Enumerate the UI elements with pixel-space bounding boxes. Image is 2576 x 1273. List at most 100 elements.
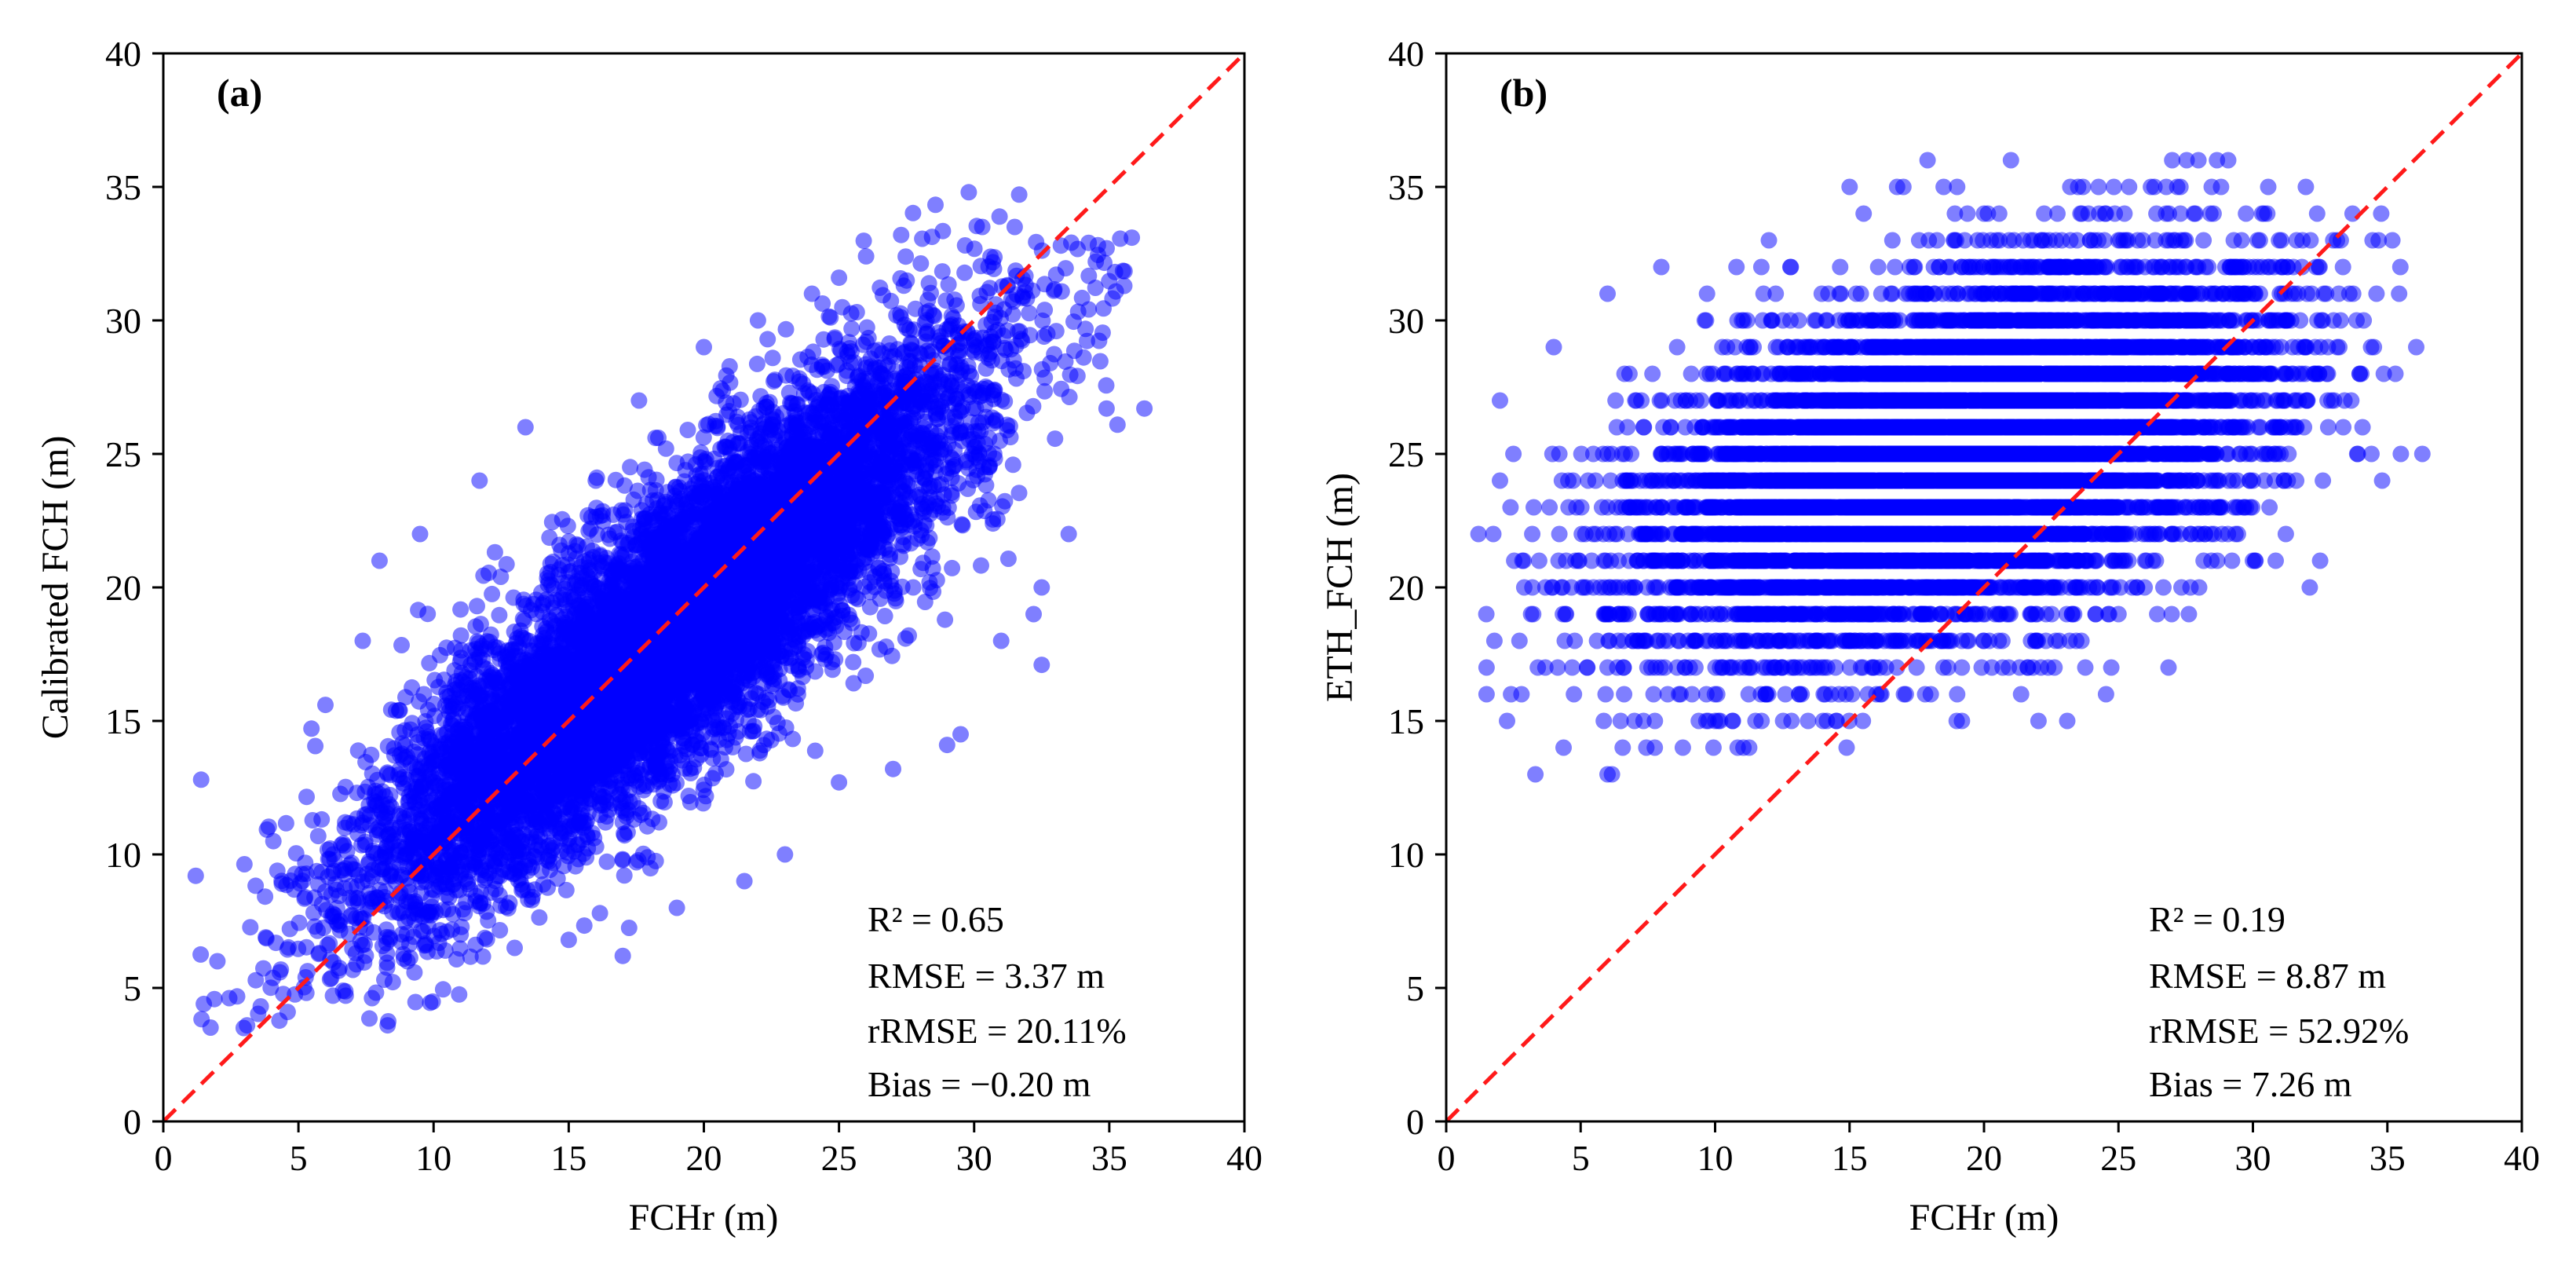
scatter-point	[434, 981, 451, 998]
scatter-point	[357, 753, 375, 770]
scatter-point	[192, 771, 210, 788]
scatter-point	[187, 867, 204, 884]
scatter-point	[393, 637, 410, 653]
scatter-point	[614, 947, 631, 964]
scatter-point	[1080, 267, 1098, 284]
scatter-point	[876, 608, 893, 624]
scatter-point	[1091, 353, 1109, 370]
scatter-point	[260, 818, 277, 836]
scatter-point	[1010, 485, 1028, 502]
scatter-point	[474, 948, 491, 965]
scatter-point	[695, 781, 712, 799]
scatter-point	[1025, 605, 1042, 623]
scatter-point	[192, 946, 210, 963]
scatter-point	[814, 295, 831, 312]
scatter-point	[787, 695, 805, 712]
scatter-point	[845, 675, 862, 692]
scatter-point	[831, 269, 848, 287]
scatter-point	[380, 1013, 396, 1030]
scatter-point	[1109, 416, 1126, 433]
scatter-point	[471, 472, 488, 489]
scatter-point	[885, 760, 901, 777]
scatter-point	[395, 950, 412, 968]
scatter-point	[235, 1019, 252, 1037]
scatter-point	[438, 639, 455, 657]
scatter-point	[271, 1012, 288, 1030]
scatter-point	[1053, 380, 1070, 397]
scatter-point	[541, 529, 558, 547]
scatter-point	[960, 184, 977, 201]
scatter-point	[209, 953, 226, 970]
scatter-point	[297, 854, 314, 872]
scatter-point	[934, 263, 951, 280]
scatter-point	[1006, 218, 1023, 236]
scatter-point	[1033, 657, 1050, 674]
scatter-point	[1098, 400, 1115, 417]
scatter-point	[882, 292, 900, 309]
scatter-point	[845, 653, 862, 671]
scatter-point	[298, 788, 315, 806]
scatter-point	[857, 668, 875, 684]
scatter-point	[1033, 579, 1050, 596]
scatter-point	[560, 931, 577, 949]
scatter-point	[309, 828, 327, 845]
scatter-point	[517, 419, 534, 436]
scatter-point	[992, 632, 1010, 649]
scatter-point	[897, 248, 915, 265]
scatter-point	[557, 881, 575, 898]
scatter-point	[952, 726, 969, 743]
scatter-point	[206, 990, 223, 1008]
scatter-point	[257, 888, 274, 905]
scatter-point	[749, 312, 766, 329]
scatter-point	[831, 774, 848, 791]
scatter-point	[277, 814, 294, 832]
scatter-point	[411, 525, 429, 543]
scatter-point	[897, 630, 914, 647]
scatter-point	[968, 218, 985, 235]
scatter-point	[630, 392, 648, 409]
scatter-point	[736, 872, 753, 890]
scatter-point	[1065, 313, 1082, 331]
scatter-point	[498, 556, 515, 572]
scatter-point	[252, 998, 269, 1015]
scatter-point	[575, 917, 593, 935]
scatter-point	[1095, 300, 1112, 317]
scatter-point	[776, 846, 794, 863]
scatter-point	[591, 905, 608, 922]
scatter-point	[893, 226, 910, 243]
scatter-point	[1061, 366, 1079, 383]
scatter-point	[1010, 186, 1028, 203]
scatter-point	[452, 601, 470, 618]
scatter-point	[1096, 254, 1113, 272]
scatter-point	[426, 671, 444, 689]
scatter-point	[491, 922, 509, 938]
scatter-point	[469, 598, 485, 615]
scatter-point	[1047, 323, 1065, 340]
scatter-point	[737, 745, 755, 763]
scatter-point	[258, 929, 274, 946]
scatter-point	[1136, 400, 1153, 417]
scatter-point	[528, 605, 545, 623]
scatter-point	[696, 338, 712, 356]
scatter-point	[759, 331, 776, 348]
scatter-point	[371, 552, 388, 569]
scatter-point	[404, 679, 421, 696]
scatter-point	[367, 984, 385, 1001]
scatter-point	[803, 285, 820, 302]
scatter-point	[748, 355, 765, 372]
scatter-point	[1077, 320, 1094, 338]
scatter-point	[668, 899, 685, 916]
scatter-point	[764, 349, 781, 367]
scatter-point	[1047, 430, 1064, 448]
scatter-point	[597, 814, 614, 831]
scatter-point	[857, 247, 875, 265]
scatter-point	[424, 993, 441, 1010]
scatter-point	[1060, 525, 1077, 543]
panel-a-points	[187, 184, 1153, 1037]
scatter-point	[1036, 276, 1053, 293]
scatter-point	[491, 606, 508, 624]
scatter-point	[354, 632, 371, 649]
scatter-point	[938, 737, 955, 754]
